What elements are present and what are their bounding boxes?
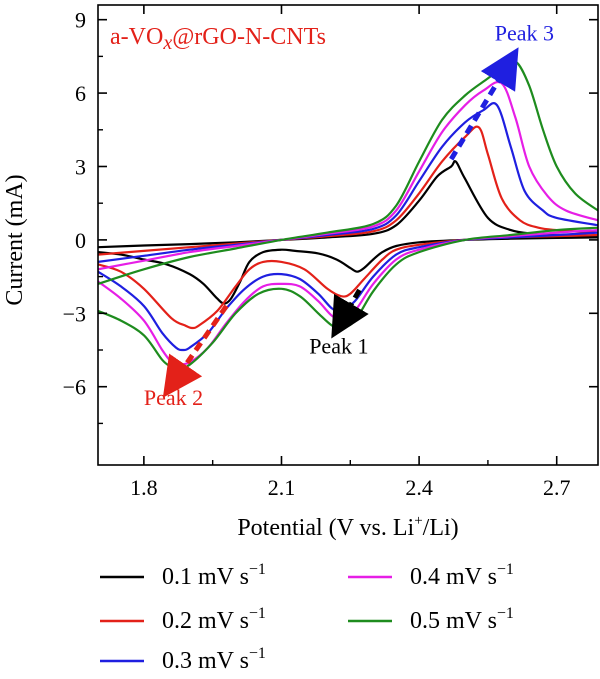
- legend-item-0.3: 0.3 mV s−1: [100, 645, 266, 674]
- legend-label-value: 0.1: [162, 564, 192, 590]
- series-0.5-anodic-curve: [98, 59, 598, 285]
- legend-label-unit: mV s: [192, 608, 249, 634]
- y-tick-label: −3: [63, 301, 86, 326]
- y-tick-label: 9: [75, 8, 86, 33]
- series-0.2-cathodic-curve: [98, 233, 598, 330]
- peak-label-1: Peak 1: [309, 334, 368, 359]
- legend-label-value: 0.4: [410, 564, 440, 590]
- legend-label-value: 0.3: [162, 648, 192, 674]
- series-0.1-cathodic-curve: [98, 236, 598, 305]
- x-axis-label-main: Potential (V vs. Li: [237, 515, 414, 541]
- sample-label-suffix: @rGO-N-CNTs: [172, 24, 326, 50]
- legend-label-unit: mV s: [192, 648, 249, 674]
- x-tick-label: 2.7: [543, 475, 571, 500]
- y-tick-label: 0: [75, 228, 86, 253]
- legend-label-value: 0.2: [162, 608, 192, 634]
- legend-label-value: 0.5: [410, 608, 440, 634]
- series-0.2-anodic-curve: [98, 125, 598, 256]
- legend-label-sup: −1: [249, 645, 266, 662]
- series-0.4-anodic-curve: [98, 80, 598, 271]
- series-0.1-anodic-curve: [98, 160, 598, 249]
- legend-label: 0.3 mV s−1: [162, 645, 266, 674]
- x-tick-label: 1.8: [130, 475, 158, 500]
- legend: 0.1 mV s−10.2 mV s−10.3 mV s−10.4 mV s−1…: [100, 561, 514, 674]
- peak-3-arrow: [449, 47, 519, 161]
- legend-item-0.1: 0.1 mV s−1: [100, 561, 266, 590]
- peak-1-arrow: [331, 288, 369, 339]
- sample-label: a-VOx@rGO-N-CNTs: [110, 24, 326, 54]
- legend-label-unit: mV s: [192, 564, 249, 590]
- legend-label: 0.1 mV s−1: [162, 561, 266, 590]
- peak-2-arrow: [162, 304, 229, 398]
- legend-label-sup: −1: [497, 605, 514, 622]
- series-0.5: [98, 59, 598, 371]
- legend-label-sup: −1: [497, 561, 514, 578]
- series-0.2: [98, 125, 598, 330]
- arrow-layer: [162, 47, 519, 398]
- peak-label-3: Peak 3: [495, 20, 554, 45]
- y-tick-label: 3: [75, 154, 86, 179]
- series-0.1: [98, 160, 598, 305]
- x-axis-label-sup: +: [414, 513, 422, 529]
- legend-label: 0.4 mV s−1: [410, 561, 514, 590]
- legend-item-0.5: 0.5 mV s−1: [348, 605, 514, 634]
- x-axis-label-tail: /Li): [423, 515, 459, 541]
- sample-label-prefix: a-VO: [110, 24, 163, 50]
- y-axis-label: Current (mA): [2, 174, 28, 305]
- legend-label-sup: −1: [249, 605, 266, 622]
- annotation-layer: Peak 1 Peak 2 Peak 3: [144, 20, 554, 410]
- legend-label-unit: mV s: [440, 564, 497, 590]
- legend-label: 0.2 mV s−1: [162, 605, 266, 634]
- series-layer: [98, 59, 598, 371]
- plot-frame: [97, 4, 599, 466]
- legend-label-unit: mV s: [440, 608, 497, 634]
- x-tick-label: 2.1: [268, 475, 296, 500]
- sample-label-subscript: x: [162, 32, 172, 54]
- y-tick-label: −6: [63, 375, 86, 400]
- legend-item-0.4: 0.4 mV s−1: [348, 561, 514, 590]
- tick-layer: 1.8 2.1 2.4 2.7 −6 −3 0 3 6 9: [63, 5, 598, 500]
- x-tick-label: 2.4: [405, 475, 433, 500]
- series-0.3: [98, 102, 598, 352]
- legend-label-sup: −1: [249, 561, 266, 578]
- legend-item-0.2: 0.2 mV s−1: [100, 605, 266, 634]
- legend-label: 0.5 mV s−1: [410, 605, 514, 634]
- x-axis-label: Potential (V vs. Li+/Li): [237, 513, 458, 541]
- series-0.3-anodic-curve: [98, 102, 598, 263]
- series-0.3-cathodic-curve: [98, 231, 598, 352]
- y-tick-label: 6: [75, 81, 86, 106]
- peak-label-2: Peak 2: [144, 385, 203, 410]
